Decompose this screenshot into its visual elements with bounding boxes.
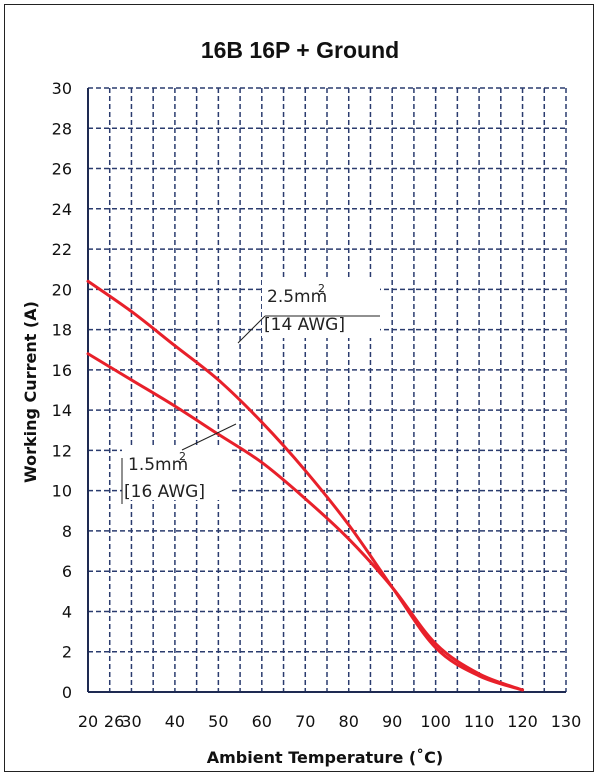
y-tick-label: 2 xyxy=(62,643,72,662)
annotation-leader xyxy=(181,423,237,451)
x-tick-label: 100 xyxy=(420,712,451,731)
y-axis-label: Working Current (A) xyxy=(21,301,40,483)
x-tick-label: 26 xyxy=(104,712,124,731)
x-tick-label: 40 xyxy=(165,712,185,731)
annotation-superscript: 2 xyxy=(179,450,186,463)
chart-title: 16B 16P + Ground xyxy=(201,37,399,63)
x-tick-label: 80 xyxy=(339,712,359,731)
annotation-label-1-5mm: 1.5mm xyxy=(128,455,188,475)
axes xyxy=(87,88,566,693)
x-tick-label: 50 xyxy=(208,712,228,731)
x-tick-label: 110 xyxy=(464,712,495,731)
y-tick-label: 20 xyxy=(52,280,72,299)
grid xyxy=(88,87,567,692)
annotation-awg-16: [16 AWG] xyxy=(124,482,205,502)
chart-frame xyxy=(4,4,594,772)
y-tick-label: 6 xyxy=(62,562,72,581)
x-tick-label: 70 xyxy=(295,712,315,731)
annotation-label-2-5mm: 2.5mm xyxy=(267,287,327,307)
y-tick-label: 26 xyxy=(52,160,72,179)
series-line xyxy=(86,279,525,692)
y-tick-label: 4 xyxy=(62,602,72,621)
y-tick-label: 28 xyxy=(52,119,72,138)
annotation-leader xyxy=(237,315,266,344)
annotation-superscript: 2 xyxy=(318,282,325,295)
y-tick-label: 24 xyxy=(52,200,72,219)
y-tick-label: 12 xyxy=(52,441,72,460)
x-tick-label: 90 xyxy=(382,712,402,731)
annotation-awg-14: [14 AWG] xyxy=(264,315,345,335)
series-lines xyxy=(86,279,525,692)
y-tick-label: 22 xyxy=(52,240,72,259)
x-tick-label: 120 xyxy=(507,712,538,731)
annotation-backdrop xyxy=(122,448,230,500)
y-tick-label: 30 xyxy=(52,79,72,98)
x-tick-label: 130 xyxy=(551,712,582,731)
series-line xyxy=(86,352,525,692)
y-tick-label: 8 xyxy=(62,522,72,541)
x-tick-label: 60 xyxy=(252,712,272,731)
x-tick-label: 20 xyxy=(78,712,98,731)
x-axis-label: Ambient Temperature (˚C) xyxy=(207,748,443,767)
y-tick-label: 18 xyxy=(52,321,72,340)
y-tick-label: 0 xyxy=(62,683,72,702)
y-tick-label: 10 xyxy=(52,482,72,501)
annotation-backdrop xyxy=(262,280,380,338)
x-tick-label: 30 xyxy=(121,712,141,731)
y-tick-label: 16 xyxy=(52,361,72,380)
y-tick-label: 14 xyxy=(52,401,72,420)
